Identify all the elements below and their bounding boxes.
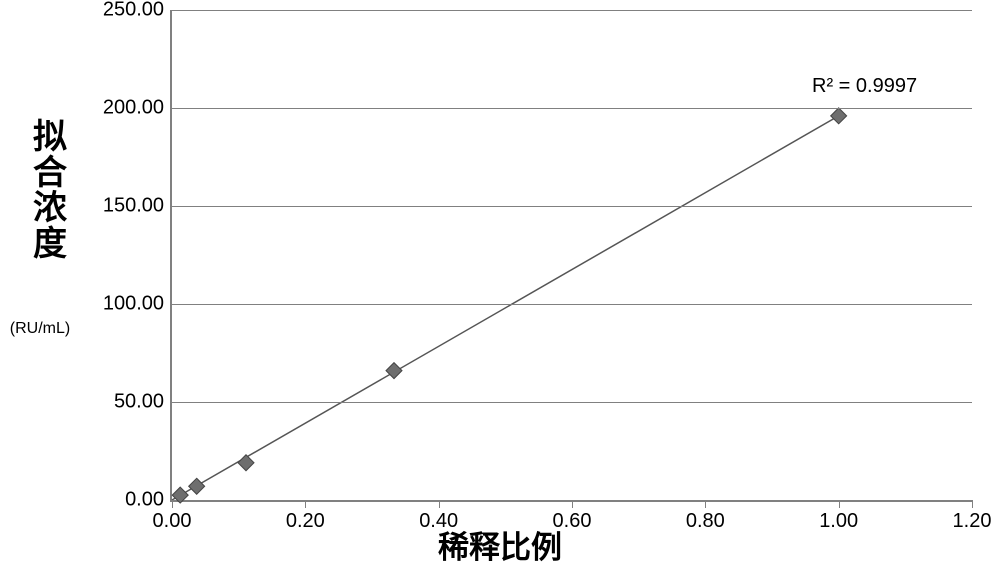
plot-area: R² = 0.9997 0.0050.00100.00150.00200.002… — [170, 10, 972, 502]
gridline — [172, 402, 972, 403]
data-point-marker — [386, 363, 402, 379]
y-tick-label: 250.00 — [103, 0, 172, 22]
x-tick-label: 1.00 — [819, 510, 858, 533]
x-tick-label: 0.60 — [553, 510, 592, 533]
x-tick-label: 0.40 — [419, 510, 458, 533]
r-squared-annotation: R² = 0.9997 — [812, 75, 917, 98]
y-axis-unit: (RU/mL) — [0, 320, 80, 338]
y-tick-label: 200.00 — [103, 97, 172, 120]
gridline — [172, 10, 972, 11]
x-tick — [839, 500, 840, 508]
y-tick-label: 150.00 — [103, 195, 172, 218]
x-tick — [305, 500, 306, 508]
x-tick — [572, 500, 573, 508]
x-tick-label: 0.80 — [686, 510, 725, 533]
y-axis-title-text: 拟合浓度 — [33, 118, 67, 263]
chart-container: 拟合浓度 (RU/mL) 稀释比例 R² = 0.9997 0.0050.001… — [0, 0, 1000, 571]
x-tick — [972, 500, 973, 508]
data-point-marker — [172, 487, 188, 503]
gridline — [172, 304, 972, 305]
y-tick-label: 100.00 — [103, 293, 172, 316]
y-tick-label: 0.00 — [125, 489, 172, 512]
y-axis-title: 拟合浓度 — [30, 120, 70, 263]
x-tick — [172, 500, 173, 508]
x-tick-label: 0.00 — [153, 510, 192, 533]
gridline — [172, 206, 972, 207]
gridline — [172, 108, 972, 109]
trend-line — [172, 116, 839, 500]
y-tick-label: 50.00 — [114, 391, 172, 414]
data-point-marker — [831, 108, 847, 124]
x-tick-label: 1.20 — [953, 510, 992, 533]
x-tick — [705, 500, 706, 508]
x-tick-label: 0.20 — [286, 510, 325, 533]
x-tick — [439, 500, 440, 508]
data-point-marker — [189, 478, 205, 494]
data-point-marker — [238, 455, 254, 471]
